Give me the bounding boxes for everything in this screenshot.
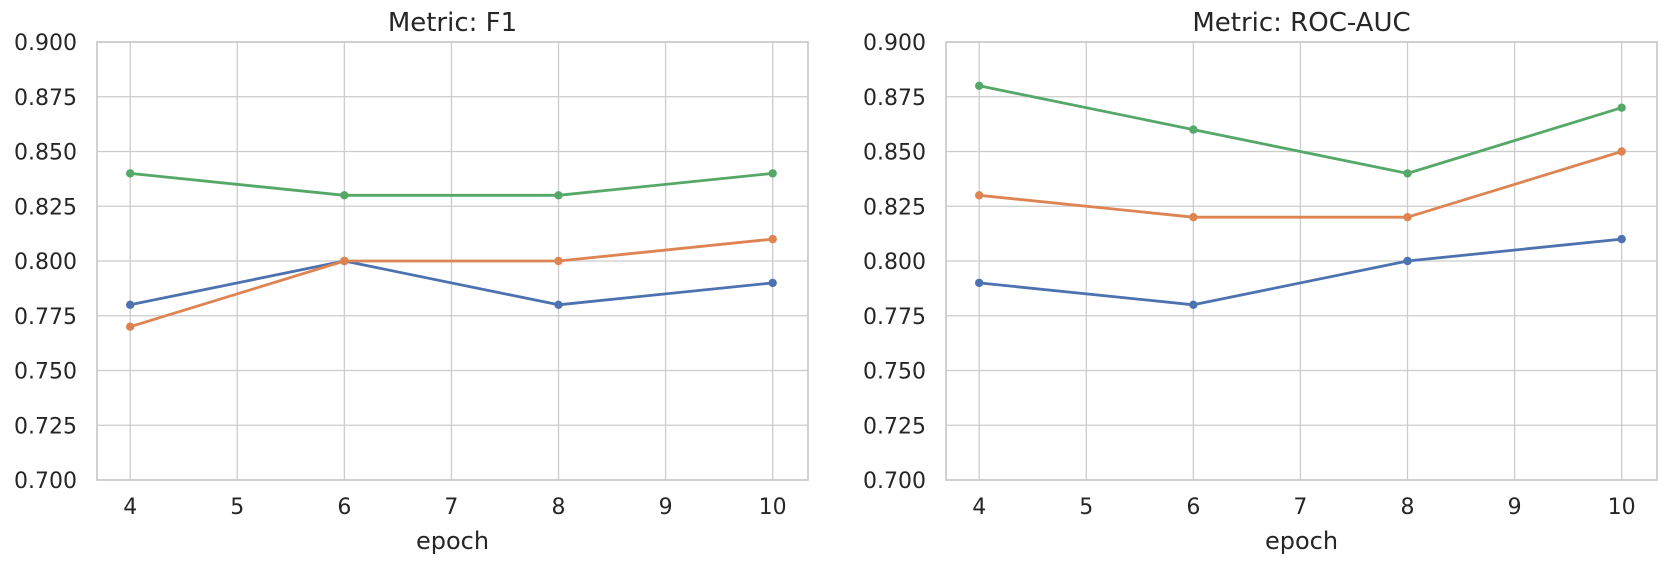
chart-roc-auc: 0.900 0.875 0.850 0.825 0.800 0.775 0.750 0.725… [836, 0, 1672, 565]
x-axis-label: epoch [416, 527, 489, 555]
series-orange-line [977, 150, 1624, 219]
y-tick-label: 0.850 [863, 141, 926, 166]
y-tick-label: 0.825 [863, 195, 926, 220]
series-blue-marker [768, 278, 777, 288]
series-orange-marker [768, 234, 777, 244]
series-orange-marker [554, 256, 563, 266]
series-green-marker [1189, 125, 1198, 134]
y-tick-label: 0.750 [863, 360, 926, 385]
y-tick-label: 0.850 [14, 141, 77, 166]
y-tick-label: 0.700 [14, 469, 77, 494]
plot-border [945, 41, 1658, 481]
series-orange-marker [1617, 147, 1626, 156]
x-tick-label: 8 [1401, 495, 1415, 520]
plot-border [96, 41, 809, 481]
x-axis-label: epoch [1265, 527, 1338, 555]
x-tick-label: 9 [1508, 495, 1522, 520]
y-tick-label: 0.725 [863, 414, 926, 439]
y-tick-label: 0.900 [863, 31, 926, 56]
x-tick-label: 7 [1293, 495, 1307, 520]
x-tick-label: 6 [1186, 495, 1200, 520]
x-tick-label: 7 [444, 495, 458, 520]
x-tick-label: 6 [337, 495, 351, 520]
series-blue-line [128, 259, 775, 307]
chart-roc-auc-canvas: 0.900 0.875 0.850 0.825 0.800 0.775 0.750 0.725… [863, 8, 1658, 555]
series-orange-marker [340, 256, 349, 266]
series-blue-marker [1403, 256, 1412, 266]
series-green-marker [1617, 103, 1626, 112]
x-tick-label: 8 [552, 495, 566, 520]
series-orange-line [128, 237, 775, 329]
y-tick-label: 0.825 [14, 195, 77, 220]
x-tick-label: 4 [972, 495, 986, 520]
x-tick-label: 9 [659, 495, 673, 520]
y-tick-label: 0.900 [14, 31, 77, 56]
series-green-marker [974, 81, 984, 91]
x-tick-label: 4 [123, 495, 137, 520]
series-blue-marker [1189, 300, 1198, 309]
y-tick-label: 0.800 [14, 250, 77, 275]
series-orange-marker [1403, 213, 1412, 222]
series-green-line [128, 171, 775, 197]
series-blue-line [977, 237, 1624, 307]
series-blue-marker [1617, 234, 1626, 244]
series-green-marker [125, 169, 135, 178]
series-green-line [977, 84, 1624, 175]
series-orange-marker [125, 322, 135, 331]
y-tick-label: 0.800 [863, 250, 926, 275]
plot-area-f1: 0.900 0.875 0.850 0.825 0.800 0.775 0.750 0.725… [14, 31, 809, 520]
y-tick-label: 0.775 [14, 305, 77, 330]
y-tick-label: 0.750 [14, 360, 77, 385]
series-blue-marker [125, 300, 135, 309]
y-tick-label: 0.875 [863, 86, 926, 111]
series-orange-marker [1189, 213, 1198, 222]
x-tick-label: 5 [230, 495, 244, 520]
chart-f1-canvas: 0.900 0.875 0.850 0.825 0.800 0.775 0.750 0.725… [14, 8, 809, 555]
x-tick-label: 5 [1079, 495, 1093, 520]
series-blue-marker [554, 300, 563, 309]
y-tick-label: 0.775 [863, 305, 926, 330]
x-tick-label: 10 [1608, 495, 1636, 520]
chart-f1: 0.900 0.875 0.850 0.825 0.800 0.775 0.750 0.725… [0, 0, 836, 565]
y-tick-label: 0.725 [14, 414, 77, 439]
y-tick-label: 0.700 [863, 469, 926, 494]
series-green-marker [554, 191, 563, 200]
chart-title: Metric: ROC-AUC [1192, 8, 1410, 38]
series-green-marker [768, 169, 777, 178]
series-green-marker [1403, 169, 1412, 178]
plot-area-roc-auc: 0.900 0.875 0.850 0.825 0.800 0.775 0.750 0.725… [863, 31, 1658, 520]
series-orange-marker [974, 191, 984, 200]
series-green-marker [340, 191, 349, 200]
x-tick-label: 10 [759, 495, 787, 520]
y-tick-label: 0.875 [14, 86, 77, 111]
series-blue-marker [974, 278, 984, 288]
chart-title: Metric: F1 [388, 8, 517, 38]
